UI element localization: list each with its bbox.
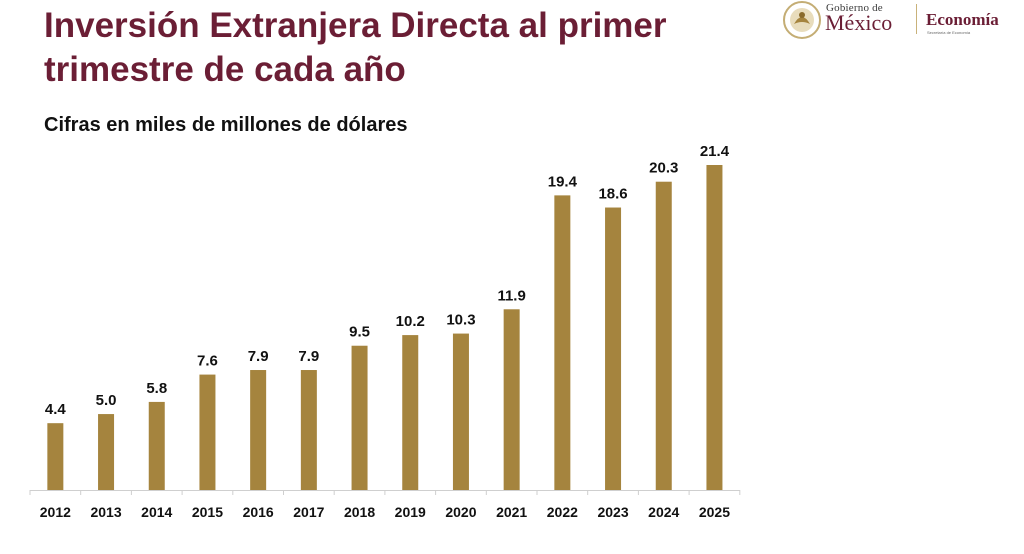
data-label-2025: 21.4: [700, 143, 730, 160]
bar-2017: [300, 370, 317, 490]
x-tick-label-2017: 2017: [293, 504, 324, 520]
bar-2022: [554, 195, 571, 490]
bar-2021: [503, 309, 520, 490]
data-label-2023: 18.6: [598, 186, 627, 203]
bar-2020: [452, 333, 469, 490]
data-label-2022: 19.4: [548, 173, 578, 190]
bar-2018: [351, 345, 368, 490]
x-tick-label-2024: 2024: [648, 504, 679, 520]
data-label-2020: 10.3: [446, 312, 475, 329]
data-label-2012: 4.4: [45, 401, 67, 418]
bar-2025: [706, 165, 723, 490]
x-tick-label-2022: 2022: [547, 504, 578, 520]
gobierno-economia-logo: Gobierno de México Economía Secretaría d…: [782, 0, 1018, 40]
data-label-2018: 9.5: [349, 324, 370, 341]
data-label-2019: 10.2: [396, 313, 425, 330]
bar-2023: [605, 207, 622, 490]
logo-gobierno-de: Gobierno de: [826, 2, 883, 14]
x-tick-label-2013: 2013: [90, 504, 121, 520]
bar-2015: [199, 374, 216, 490]
x-tick-label-2018: 2018: [344, 504, 375, 520]
x-tick-label-2025: 2025: [699, 504, 730, 520]
page-title: Inversión Extranjera Directa al primer t…: [44, 6, 667, 89]
data-label-2013: 5.0: [96, 392, 117, 409]
x-tick-label-2023: 2023: [597, 504, 628, 520]
bar-2012: [47, 423, 64, 490]
data-label-2017: 7.9: [298, 348, 319, 365]
data-label-2016: 7.9: [248, 348, 269, 365]
x-tick-label-2016: 2016: [243, 504, 274, 520]
x-tick-label-2021: 2021: [496, 504, 527, 520]
logo-secretaria-small: Secretaría de Economía: [927, 30, 971, 35]
data-label-2021: 11.9: [497, 287, 525, 304]
bar-2019: [402, 335, 419, 490]
bar-2024: [655, 181, 672, 490]
bar-2014: [148, 401, 165, 490]
logo-divider: [916, 4, 917, 34]
x-tick-label-2015: 2015: [192, 504, 223, 520]
data-label-2015: 7.6: [197, 353, 218, 370]
bar-2013: [98, 414, 115, 490]
chart-subtitle: Cifras en miles de millones de dólares: [44, 114, 408, 136]
data-label-2014: 5.8: [146, 380, 167, 397]
data-label-2024: 20.3: [649, 160, 678, 177]
logo-mexico: México: [825, 10, 893, 35]
bar-2016: [250, 370, 267, 490]
x-tick-label-2012: 2012: [40, 504, 71, 520]
x-tick-label-2020: 2020: [445, 504, 476, 520]
x-tick-label-2014: 2014: [141, 504, 172, 520]
x-tick-label-2019: 2019: [395, 504, 426, 520]
logo-economia: Economía: [926, 10, 999, 29]
national-seal-icon: [783, 1, 821, 39]
